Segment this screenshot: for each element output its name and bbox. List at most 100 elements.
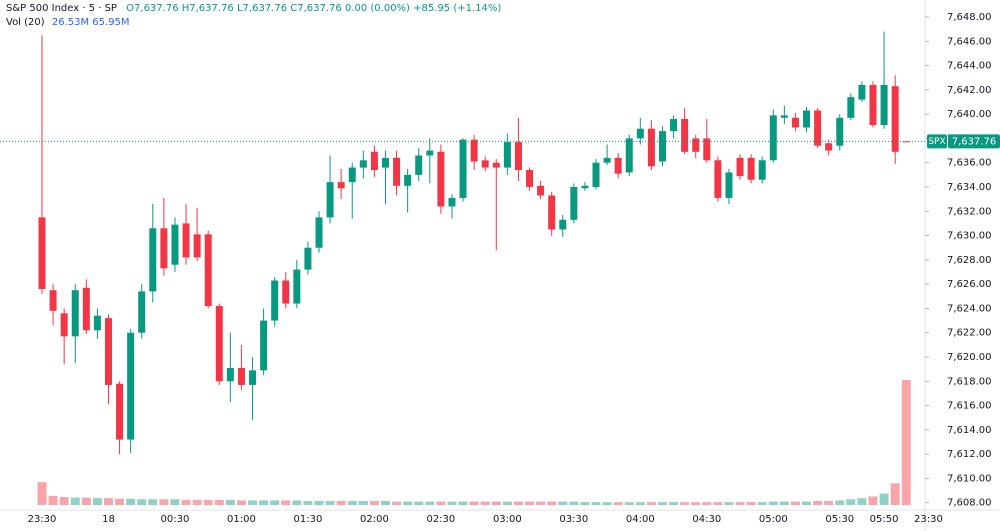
volume-bar	[901, 380, 911, 505]
candle-body	[803, 110, 811, 128]
volume-bar	[768, 501, 778, 505]
volume-bar	[380, 501, 390, 505]
volume-bar	[569, 501, 579, 505]
volume-bar	[81, 497, 91, 505]
y-tick-label: 7,646.00	[947, 36, 992, 47]
volume-bar	[281, 500, 291, 505]
candle-body	[38, 217, 46, 289]
y-tick-label: 7,612.00	[947, 449, 992, 460]
y-tick-label: 7,622.00	[947, 328, 992, 339]
candle-body	[249, 370, 257, 385]
candle-body	[503, 142, 511, 168]
volume-bar	[314, 501, 324, 505]
volume-bar	[680, 502, 690, 505]
candle-body	[891, 86, 899, 152]
volume-bar	[358, 501, 368, 505]
volume-bar	[159, 499, 169, 505]
candle-body	[858, 85, 866, 100]
volume-bar	[436, 501, 446, 505]
candle-body	[847, 97, 855, 118]
candle-body	[836, 117, 844, 146]
candle-body	[215, 306, 223, 382]
volume-bar	[148, 499, 158, 505]
candle-body	[304, 247, 312, 270]
volume-bar	[724, 502, 734, 505]
candle-body	[570, 187, 578, 220]
volume-label: Vol (20)	[6, 17, 45, 28]
candle-body	[514, 142, 522, 170]
volume-bar	[103, 498, 113, 505]
volume-bar	[37, 482, 47, 505]
volume-bar	[248, 500, 258, 505]
candle-body	[448, 197, 456, 207]
candle-body	[359, 160, 367, 168]
volume-bar	[757, 502, 767, 505]
candle-body	[381, 157, 389, 168]
candle-body	[492, 162, 500, 168]
symbol-label: SPX	[928, 137, 945, 147]
symbol-badge	[927, 134, 947, 149]
x-tick-label: 02:30	[426, 514, 455, 525]
volume-bar	[425, 501, 435, 505]
volume-bar	[602, 502, 612, 505]
volume-bar	[369, 501, 379, 505]
candle-body	[880, 85, 888, 126]
y-tick-label: 7,648.00	[947, 12, 992, 23]
candle-body	[193, 234, 201, 258]
volume-bar	[137, 499, 147, 505]
volume-bar	[469, 501, 479, 505]
volume-bar	[613, 502, 623, 505]
x-tick-label: 05:50	[870, 514, 899, 525]
ohlc-values: O7,637.76 H7,637.76 L7,637.76 C7,637.76 …	[126, 3, 502, 14]
y-tick-label: 7,630.00	[947, 231, 992, 242]
candle-body	[670, 119, 678, 132]
candle-body	[658, 131, 666, 162]
candle-body	[692, 138, 700, 152]
volume-bar	[225, 499, 235, 505]
volume-bar	[857, 498, 867, 505]
volume-bar	[813, 501, 823, 505]
candle-body	[869, 85, 877, 126]
candle-body	[481, 160, 489, 168]
y-tick-label: 7,616.00	[947, 401, 992, 412]
candle-body	[370, 151, 378, 170]
volume-bar	[303, 501, 313, 505]
price-label: 7,637.76	[952, 136, 997, 147]
volume-bar	[835, 500, 845, 505]
candle-body	[404, 174, 412, 186]
candle-body	[393, 157, 401, 186]
x-tick-label: 04:30	[692, 514, 721, 525]
candle-body	[93, 315, 101, 331]
volume-bar	[236, 500, 246, 505]
volume-bar	[480, 501, 490, 505]
candle-body	[271, 280, 279, 321]
volume-bar	[746, 502, 756, 505]
volume-bar	[558, 501, 568, 505]
volume-bar	[669, 502, 679, 505]
volume-bar	[115, 498, 125, 505]
x-tick-label: 03:30	[559, 514, 588, 525]
candle-body	[182, 223, 190, 258]
candle-body	[581, 185, 589, 189]
volume-bar	[92, 498, 102, 505]
candle-body	[226, 367, 234, 382]
y-tick-label: 7,614.00	[947, 425, 992, 436]
candle-body	[415, 155, 423, 175]
candle-body	[326, 182, 334, 218]
volume-bar	[392, 501, 402, 505]
y-tick-label: 7,608.00	[947, 498, 992, 509]
candle-body	[204, 234, 212, 306]
volume-bar	[646, 502, 656, 505]
symbol-title: S&P 500 Index · 5 · SP	[6, 3, 117, 14]
y-tick-label: 7,636.00	[947, 158, 992, 169]
x-tick-label: 01:00	[227, 514, 256, 525]
x-tick-label: 04:00	[626, 514, 655, 525]
candle-body	[138, 291, 146, 333]
volume-bar	[513, 501, 523, 505]
candle-body	[681, 119, 689, 152]
x-tick-label: 05:00	[759, 514, 788, 525]
candle-body	[237, 367, 245, 385]
candle-body	[459, 139, 467, 198]
